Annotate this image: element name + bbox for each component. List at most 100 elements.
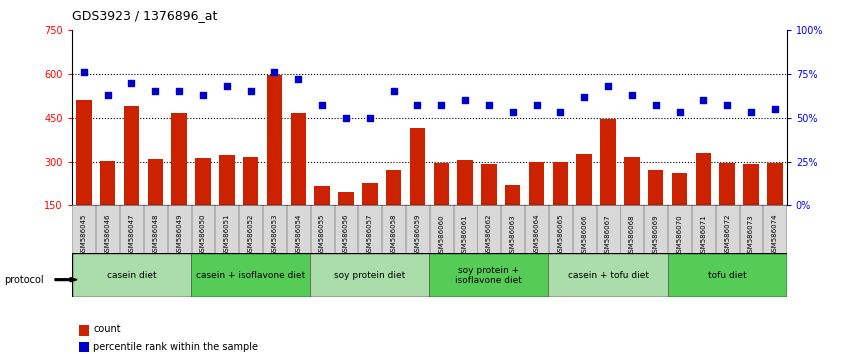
Bar [362, 183, 377, 249]
Text: GSM586057: GSM586057 [367, 214, 373, 256]
Text: GSM586056: GSM586056 [343, 214, 349, 256]
FancyBboxPatch shape [310, 253, 429, 297]
Text: GSM586061: GSM586061 [462, 214, 468, 257]
Bar [433, 163, 449, 249]
Bar [147, 159, 163, 249]
FancyBboxPatch shape [382, 205, 405, 253]
Bar [409, 128, 426, 249]
Text: GSM586046: GSM586046 [105, 214, 111, 256]
Text: GSM586063: GSM586063 [510, 214, 516, 257]
Text: GSM586071: GSM586071 [700, 214, 706, 257]
Point [77, 69, 91, 75]
Point [721, 103, 734, 108]
Text: GSM586054: GSM586054 [295, 214, 301, 256]
FancyBboxPatch shape [502, 205, 525, 253]
Point [459, 97, 472, 103]
Point [696, 97, 710, 103]
FancyBboxPatch shape [144, 205, 167, 253]
FancyBboxPatch shape [453, 205, 476, 253]
FancyBboxPatch shape [334, 205, 357, 253]
Text: GSM586062: GSM586062 [486, 214, 492, 256]
Point [625, 92, 639, 98]
Point [530, 103, 543, 108]
Bar [386, 170, 401, 249]
Text: GSM586048: GSM586048 [152, 214, 158, 256]
Text: GSM586064: GSM586064 [534, 214, 540, 256]
Text: GSM586068: GSM586068 [629, 214, 634, 257]
Point [649, 103, 662, 108]
FancyBboxPatch shape [573, 205, 596, 253]
Point [482, 103, 496, 108]
FancyBboxPatch shape [763, 205, 786, 253]
FancyBboxPatch shape [645, 205, 667, 253]
Bar [266, 75, 283, 249]
Text: GSM586058: GSM586058 [391, 214, 397, 256]
Bar [624, 157, 640, 249]
Bar [576, 154, 592, 249]
Text: soy protein +
isoflavone diet: soy protein + isoflavone diet [455, 266, 522, 285]
Text: GSM586055: GSM586055 [319, 214, 325, 256]
Text: GSM586050: GSM586050 [200, 214, 206, 256]
FancyBboxPatch shape [429, 253, 548, 297]
Bar [195, 158, 211, 249]
Text: GSM586070: GSM586070 [677, 214, 683, 257]
Text: GSM586059: GSM586059 [415, 214, 420, 256]
Point [316, 103, 329, 108]
Point [578, 94, 591, 99]
Point [553, 110, 567, 115]
FancyBboxPatch shape [310, 205, 333, 253]
Bar [648, 170, 663, 249]
Text: tofu diet: tofu diet [708, 271, 746, 280]
FancyBboxPatch shape [239, 205, 262, 253]
Bar [505, 185, 520, 249]
Bar [529, 161, 544, 249]
Bar [338, 192, 354, 249]
Text: casein + isoflavone diet: casein + isoflavone diet [196, 271, 305, 280]
Text: GSM586069: GSM586069 [653, 214, 659, 257]
Text: GSM586047: GSM586047 [129, 214, 135, 256]
Text: GSM586073: GSM586073 [748, 214, 754, 257]
FancyBboxPatch shape [668, 205, 691, 253]
FancyBboxPatch shape [359, 205, 382, 253]
Bar [744, 164, 759, 249]
Text: GDS3923 / 1376896_at: GDS3923 / 1376896_at [72, 9, 217, 22]
Bar [601, 119, 616, 249]
Text: soy protein diet: soy protein diet [334, 271, 405, 280]
Point [173, 88, 186, 94]
Bar [172, 113, 187, 249]
Text: casein diet: casein diet [107, 271, 157, 280]
Point [602, 83, 615, 89]
Point [196, 92, 210, 98]
Text: GSM586053: GSM586053 [272, 214, 277, 256]
Point [149, 88, 162, 94]
Point [363, 115, 376, 120]
Point [292, 76, 305, 82]
FancyBboxPatch shape [549, 205, 572, 253]
Bar [100, 161, 115, 249]
Text: GSM586051: GSM586051 [224, 214, 230, 256]
Text: GSM586066: GSM586066 [581, 214, 587, 257]
Point [387, 88, 400, 94]
FancyBboxPatch shape [216, 205, 239, 253]
FancyBboxPatch shape [692, 205, 715, 253]
FancyBboxPatch shape [716, 205, 739, 253]
Bar [672, 173, 687, 249]
FancyBboxPatch shape [596, 205, 619, 253]
Point [101, 92, 114, 98]
Bar [481, 164, 497, 249]
Bar [219, 155, 234, 249]
Point [220, 83, 233, 89]
FancyBboxPatch shape [263, 205, 286, 253]
Text: GSM586074: GSM586074 [772, 214, 777, 256]
FancyBboxPatch shape [406, 205, 429, 253]
Point [244, 88, 257, 94]
FancyBboxPatch shape [477, 205, 500, 253]
FancyBboxPatch shape [667, 253, 787, 297]
Bar [719, 163, 735, 249]
Point [768, 106, 782, 112]
FancyBboxPatch shape [191, 253, 310, 297]
Text: casein + tofu diet: casein + tofu diet [568, 271, 649, 280]
FancyBboxPatch shape [525, 205, 548, 253]
Text: GSM586060: GSM586060 [438, 214, 444, 257]
Text: GSM586045: GSM586045 [81, 214, 87, 256]
